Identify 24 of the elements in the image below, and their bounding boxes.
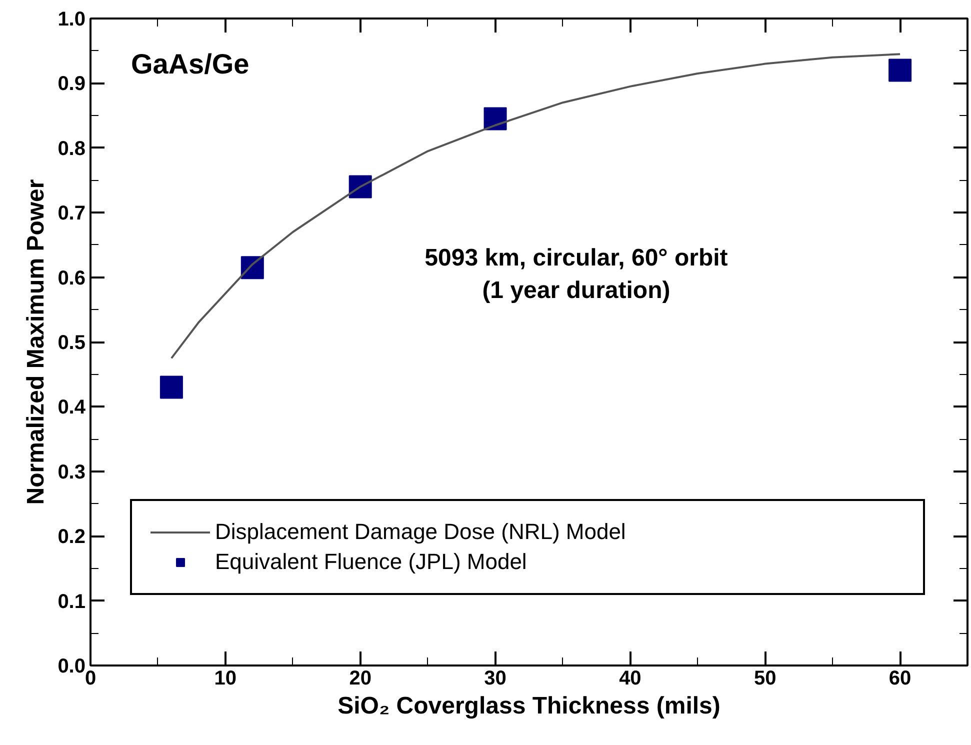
x-tick-label: 30 bbox=[484, 668, 506, 690]
y-tick-label: 0.3 bbox=[58, 461, 86, 484]
y-tick-label: 0.7 bbox=[58, 202, 86, 225]
y-tick-label: 0.9 bbox=[58, 73, 86, 96]
legend-label: Equivalent Fluence (JPL) Model bbox=[215, 549, 528, 575]
annotation: 5093 km, circular, 60° orbit (1 year duration) bbox=[424, 244, 728, 304]
y-tick-label: 1.0 bbox=[58, 8, 86, 30]
x-axis-title: SiO₂ Coverglass Thickness (mils) bbox=[338, 692, 720, 720]
x-tick-label: 0 bbox=[84, 668, 96, 690]
x-tick-label: 60 bbox=[888, 668, 912, 690]
y-tick-label: 0.4 bbox=[58, 396, 86, 419]
y-tick-label: 0.5 bbox=[58, 332, 86, 354]
y-axis-title: Normalized Maximum Power bbox=[22, 179, 50, 505]
y-tick-label: 0.8 bbox=[58, 138, 86, 160]
annotation: GaAs/Ge bbox=[130, 48, 250, 80]
x-tick-label: 10 bbox=[214, 668, 237, 690]
y-tick-label: 0.6 bbox=[58, 267, 86, 290]
y-tick-label: 0.2 bbox=[58, 526, 86, 548]
x-tick-label: 50 bbox=[754, 668, 776, 690]
y-tick-label: 0.1 bbox=[58, 590, 86, 613]
legend-label: Displacement Damage Dose (NRL) Model bbox=[215, 519, 627, 545]
x-tick-label: 20 bbox=[349, 668, 372, 690]
x-tick-label: 40 bbox=[619, 668, 642, 690]
y-tick-label: 0.0 bbox=[58, 656, 86, 678]
